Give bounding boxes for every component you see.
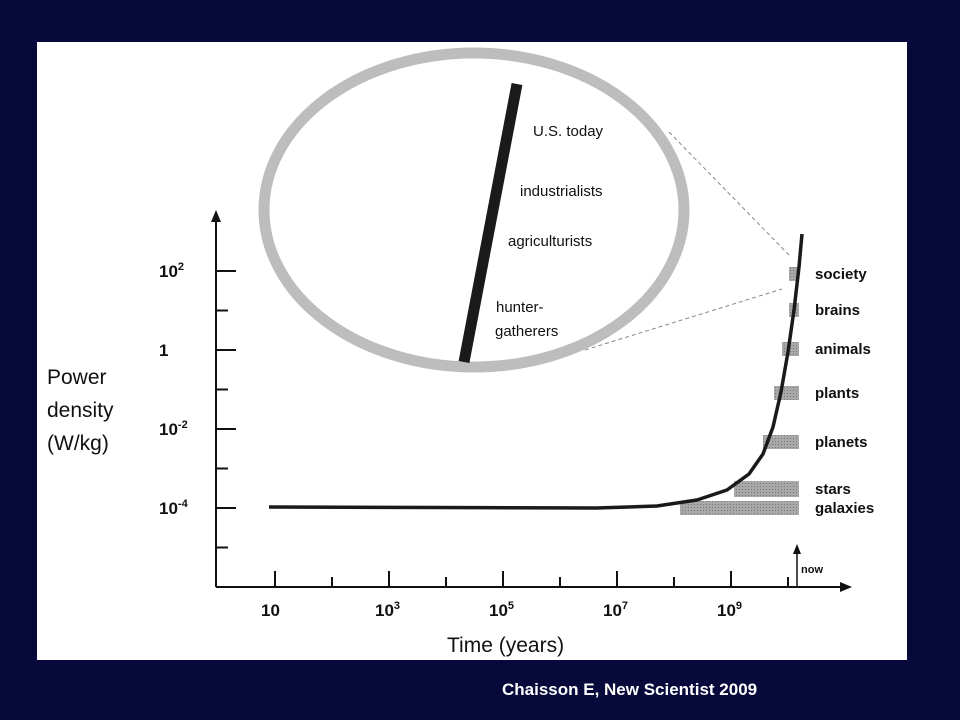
inset-steep-line xyxy=(458,82,523,364)
zoom-line-lower xyxy=(584,288,783,351)
labels: 102 1 10-2 10-4 10 103 105 107 109 Time (years) Po… xyxy=(47,123,874,657)
y-axis-title-line: (W/kg) xyxy=(47,432,109,455)
band-label: animals xyxy=(815,341,871,358)
power-density-curve xyxy=(268,233,804,510)
inset-ellipse xyxy=(258,47,690,373)
x-tick-label: 107 xyxy=(603,600,628,620)
now-arrow xyxy=(793,544,801,554)
inset-zoom xyxy=(258,47,790,373)
y-axis-title-line: density xyxy=(47,399,114,422)
x-axis-arrow xyxy=(840,582,852,592)
citation: Chaisson E, New Scientist 2009 xyxy=(502,680,758,699)
y-tick-label: 1 xyxy=(159,341,168,360)
zoom-line-upper xyxy=(668,131,790,256)
y-tick-label: 102 xyxy=(159,261,184,281)
x-tick-label: 109 xyxy=(717,600,742,620)
band-label: planets xyxy=(815,434,868,451)
inset-label: U.S. today xyxy=(533,123,604,140)
band-label: stars xyxy=(815,481,851,498)
band-label: brains xyxy=(815,302,860,319)
now-label: now xyxy=(801,564,823,576)
inset-label: agriculturists xyxy=(508,233,592,250)
inset-label: hunter- xyxy=(496,299,544,316)
y-axis-title-line: Power xyxy=(47,366,107,389)
y-tick-label: 10-4 xyxy=(159,498,189,518)
y-axis-arrow xyxy=(211,210,221,222)
band-galaxies xyxy=(680,501,799,515)
band-planets xyxy=(763,435,799,449)
power-density-chart: 102 1 10-2 10-4 10 103 105 107 109 Time (years) Po… xyxy=(47,47,874,657)
band-label: plants xyxy=(815,385,859,402)
band-society xyxy=(789,267,799,281)
band-label: galaxies xyxy=(815,500,874,517)
inset-label: gatherers xyxy=(495,323,558,340)
axes xyxy=(211,210,852,592)
x-axis-title: Time (years) xyxy=(447,634,564,657)
y-tick-label: 10-2 xyxy=(159,419,188,439)
inset-label: industrialists xyxy=(520,183,603,200)
band-stars xyxy=(734,481,799,497)
figure-panel: 102 1 10-2 10-4 10 103 105 107 109 Time (years) Po… xyxy=(37,42,907,660)
x-tick-label: 10 xyxy=(261,601,280,620)
x-tick-label: 105 xyxy=(489,600,514,620)
band-label: society xyxy=(815,266,867,283)
x-tick-label: 103 xyxy=(375,600,400,620)
band-plants xyxy=(774,386,799,400)
curve xyxy=(268,233,804,510)
